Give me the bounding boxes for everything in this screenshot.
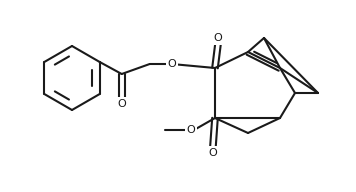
- Text: O: O: [117, 99, 126, 109]
- Text: O: O: [209, 148, 218, 158]
- Text: O: O: [214, 33, 222, 43]
- Text: O: O: [187, 125, 195, 135]
- Text: O: O: [167, 59, 176, 69]
